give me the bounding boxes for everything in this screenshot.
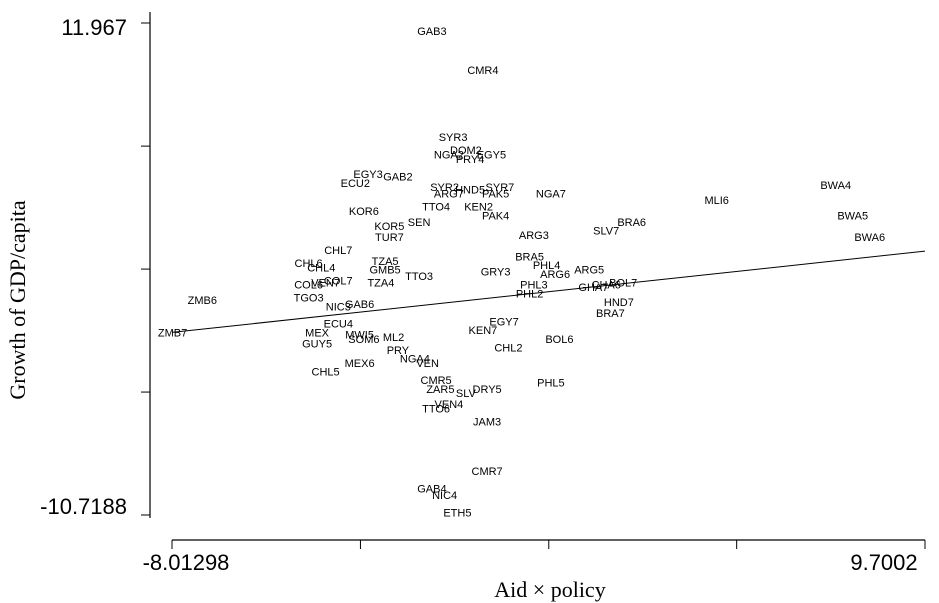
point-label: DOM2 bbox=[450, 145, 482, 157]
point-label: TTO6 bbox=[422, 403, 450, 415]
point-label: BOL6 bbox=[545, 334, 573, 346]
point-label: CHL7 bbox=[324, 245, 352, 257]
point-label: CHL5 bbox=[312, 367, 340, 379]
point-label: KOR6 bbox=[349, 206, 379, 218]
point-label: CHL4 bbox=[307, 262, 335, 274]
point-label: PRY4 bbox=[456, 154, 485, 166]
point-label: ECU4 bbox=[324, 319, 353, 331]
point-label: CHL6 bbox=[295, 258, 323, 270]
point-label: BRA5 bbox=[515, 252, 544, 264]
point-label: GHA7 bbox=[578, 282, 608, 294]
point-label: TUR7 bbox=[375, 232, 404, 244]
point-label: ARG7 bbox=[434, 189, 464, 201]
point-label: KEN2 bbox=[464, 202, 493, 214]
fit-line bbox=[171, 250, 926, 333]
point-label: GAB6 bbox=[345, 299, 374, 311]
point-label: VEN7 bbox=[311, 278, 340, 290]
y-axis-title: Growth of GDP/capita bbox=[5, 200, 30, 399]
point-label: BWA5 bbox=[837, 210, 868, 222]
x-ticks bbox=[171, 540, 926, 549]
point-label: ZMB6 bbox=[188, 295, 217, 307]
point-label: VEN bbox=[416, 358, 439, 370]
point-label: GMB5 bbox=[370, 265, 401, 277]
point-label: GAB3 bbox=[417, 26, 446, 38]
x-axis-title: Aid × policy bbox=[494, 577, 605, 602]
point-label: ETH5 bbox=[443, 507, 471, 519]
point-label: KOR5 bbox=[374, 221, 404, 233]
point-label: PHL5 bbox=[537, 377, 565, 389]
point-label: VEN4 bbox=[435, 399, 464, 411]
point-label: TZA5 bbox=[372, 256, 399, 268]
point-label: GRY3 bbox=[481, 267, 511, 279]
point-label: CHL2 bbox=[494, 343, 522, 355]
point-label: PHL3 bbox=[520, 280, 548, 292]
point-label: DRY5 bbox=[473, 384, 502, 396]
point-label: PRY bbox=[387, 345, 410, 357]
point-label: PHL4 bbox=[533, 260, 561, 272]
point-label: PAK4 bbox=[482, 210, 509, 222]
point-label: TTO3 bbox=[405, 271, 433, 283]
point-label: PAK5 bbox=[482, 189, 509, 201]
point-label: HND5 bbox=[455, 184, 485, 196]
point-label: NGA7 bbox=[536, 189, 566, 201]
point-label: SLV bbox=[456, 388, 477, 400]
point-label: ZMB7 bbox=[158, 327, 187, 339]
point-label: ARG5 bbox=[574, 265, 604, 277]
point-label: ARG3 bbox=[519, 230, 549, 242]
point-label: GAB4 bbox=[417, 484, 446, 496]
y-ticks bbox=[141, 22, 150, 516]
point-label: NGA2 bbox=[434, 150, 464, 162]
point-label: JAM3 bbox=[473, 416, 501, 428]
point-label: CMR5 bbox=[421, 375, 452, 387]
point-label: HND7 bbox=[604, 297, 634, 309]
point-label: COL7 bbox=[324, 275, 353, 287]
point-label: TGO3 bbox=[294, 293, 324, 305]
point-label: MEX6 bbox=[345, 358, 375, 370]
point-label: EGY5 bbox=[477, 150, 506, 162]
point-label: NGA4 bbox=[400, 353, 430, 365]
point-label: NIC3 bbox=[326, 301, 351, 313]
point-label: BRA6 bbox=[617, 217, 646, 229]
point-label: SYR2 bbox=[430, 182, 459, 194]
point-label: GUY5 bbox=[302, 338, 332, 350]
x-tick-label-left: -8.01298 bbox=[143, 550, 230, 575]
y-tick-label-bottom: -10.7188 bbox=[40, 494, 127, 519]
point-label: ARG6 bbox=[540, 269, 570, 281]
point-label: ML2 bbox=[383, 332, 404, 344]
point-label: NIC4 bbox=[432, 490, 457, 502]
point-label: SLV7 bbox=[593, 226, 619, 238]
point-label: MWI5 bbox=[345, 330, 374, 342]
point-label: MLI6 bbox=[704, 195, 728, 207]
point-label: BWA4 bbox=[820, 180, 851, 192]
point-label: SYR7 bbox=[486, 182, 515, 194]
point-label: COL6 bbox=[294, 280, 323, 292]
point-label: BWA6 bbox=[854, 232, 885, 244]
point-label: ECU2 bbox=[341, 178, 370, 190]
point-label: KEN7 bbox=[469, 325, 498, 337]
point-label: EGY3 bbox=[353, 169, 382, 181]
point-label: SOM6 bbox=[348, 334, 379, 346]
point-label: GAB2 bbox=[383, 171, 412, 183]
point-label: ZAR5 bbox=[426, 384, 454, 396]
point-label: CMR4 bbox=[467, 65, 498, 77]
point-label: TZA4 bbox=[367, 278, 394, 290]
point-label: PHL2 bbox=[516, 288, 544, 300]
point-label: EGY7 bbox=[489, 317, 518, 329]
point-label: MEX bbox=[305, 327, 330, 339]
point-label: SEN bbox=[408, 217, 431, 229]
point-label: CMR7 bbox=[472, 466, 503, 478]
y-tick-label-top: 11.967 bbox=[61, 15, 127, 40]
point-label: TTO4 bbox=[422, 202, 450, 214]
point-label: SYR3 bbox=[439, 132, 468, 144]
x-tick-label-right: 9.7002 bbox=[850, 550, 917, 575]
point-label: BRA7 bbox=[596, 308, 625, 320]
